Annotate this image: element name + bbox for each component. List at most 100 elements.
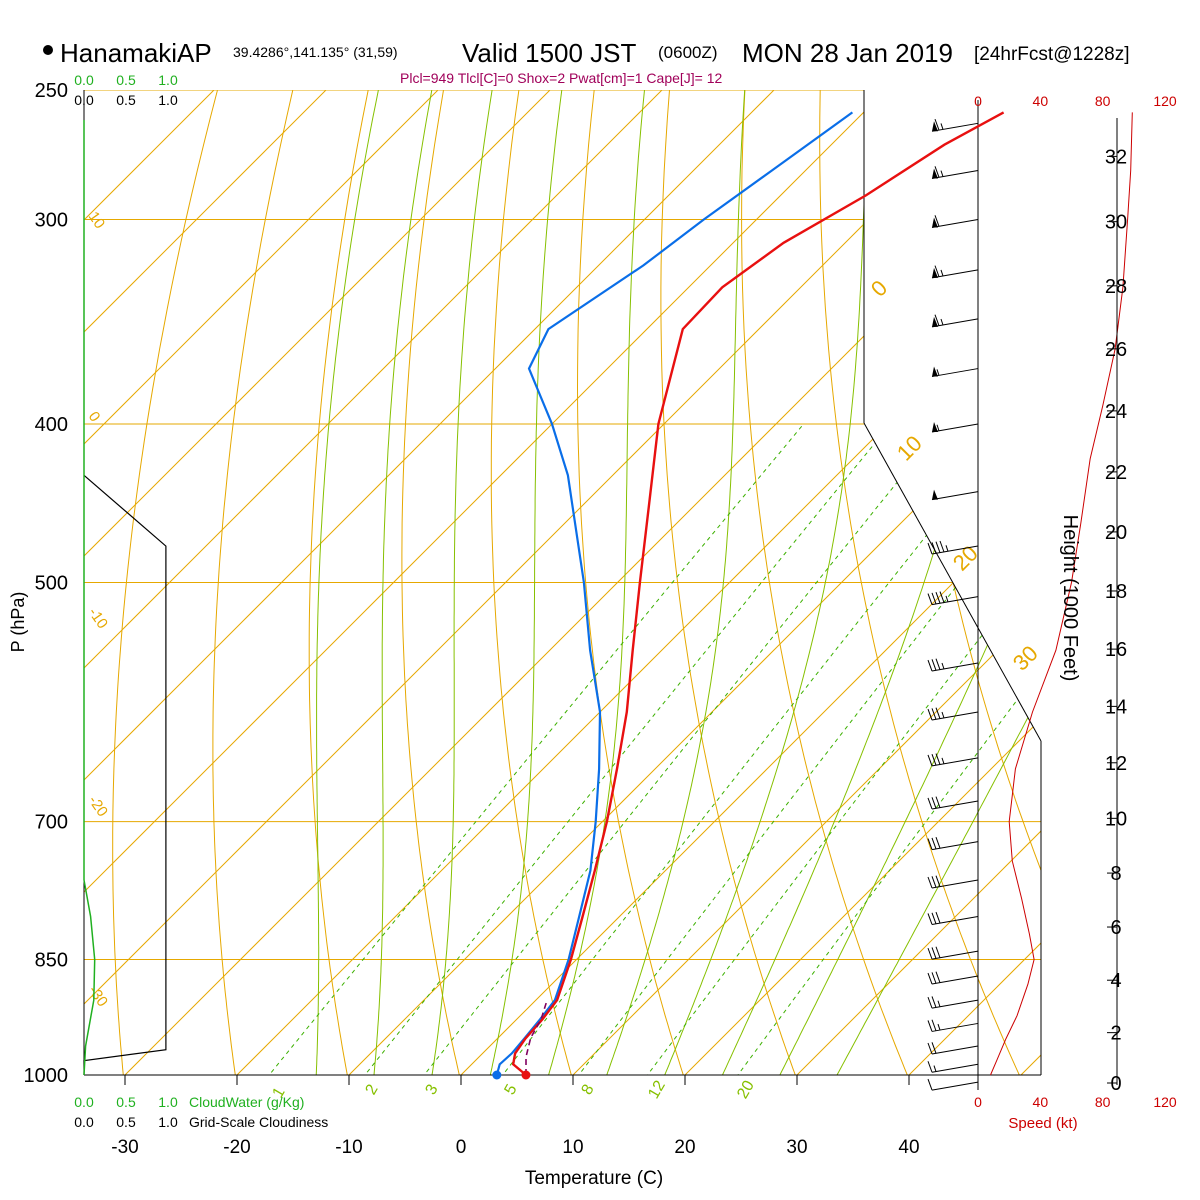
cloud-water-scale-label: 0.0 [74,72,94,88]
wind-barb-pennant [932,267,938,278]
moist-adiabat-line [313,90,379,1075]
wind-barb-feather [934,265,940,277]
temperature-tick-label: -20 [223,1137,250,1158]
height-tick-label: 0 [1110,1073,1121,1095]
y-axis-title: P (hPa) [8,592,28,653]
moist-adiabat-line [537,90,645,1075]
cloudiness-scale-label: 0.5 [116,1114,136,1130]
dry-adiabat-line [576,90,696,1075]
wind-barb-half-feather [937,1000,941,1007]
cloud-water-profile-line [83,879,96,1076]
moist-adiabat-line [425,90,493,1075]
dry-adiabat-line [212,90,301,1075]
cloud-water-scale-label: 0.5 [116,72,136,88]
forecast-label: [24hrFcst@1228z] [974,44,1130,65]
dewpoint-profile-line [495,111,854,1076]
surface-temperature-point [521,1070,531,1080]
pressure-tick-label: 250 [35,80,68,102]
speed-tick-label-top: 0 [974,93,982,109]
wind-barb-half-feather [940,269,944,277]
wind-barb-feather [927,708,933,721]
height-tick-label: 12 [1105,753,1127,775]
sounding-profiles [492,111,1005,1080]
mixing-ratio-label: 20 [734,1078,758,1102]
wind-barb-staff [931,368,979,378]
wind-barb-half-feather [941,662,945,670]
wind-barb [931,166,979,180]
wind-barb-feather [927,996,933,1009]
temperature-profile-line [511,111,1005,1076]
height-tick-label: 2 [1110,1023,1121,1045]
cloudiness-scale-label: 0.0 [74,1114,94,1130]
cloudiness-scale-label: 1.0 [158,1114,178,1130]
wind-barb-half-feather [941,711,945,719]
dry-adiabat-line [969,90,1041,1075]
moist-adiabat-line [761,90,1041,1075]
axes-text: Temperature (C) P (hPa) Height (1000 Fee… [8,515,1081,1189]
wind-barb-feather [935,707,941,719]
cloud-water-label: CloudWater (g/Kg) [189,1094,304,1110]
isotherm-label: 0 [85,409,104,426]
wind-barb-feather [927,542,933,555]
wind-barb-staff [931,1081,979,1091]
speed-axis-title: Speed (kt) [1008,1115,1077,1132]
wind-barb [927,707,979,721]
mixing-ratio-line [396,423,945,1075]
wind-barb-feather [927,972,933,985]
wind-barb [931,314,979,328]
moist-adiabat-line [649,90,869,1075]
wind-barb-staff [931,423,979,433]
wind-barb [927,591,979,606]
header: HanamakiAP 39.4286°,141.135° (31,59) Val… [43,38,1130,86]
moist-adiabat-line [705,90,1018,1075]
wind-barb-feather [934,166,940,178]
wind-barb [927,971,979,985]
wind-barb [927,837,979,851]
wind-barb-feather [931,972,937,984]
cloud-water-scale-label: 1.0 [158,72,178,88]
height-tick-label: 28 [1105,276,1127,298]
wind-barb-feather [934,118,940,131]
wind-barb-half-feather [940,318,944,326]
indices-line: Plcl=949 Tlcl[C]=0 Shox=2 Pwat[cm]=1 Cap… [400,70,723,86]
isotherm-label: -30 [85,983,111,1011]
isotherm-line [236,90,1041,1075]
height-tick-label: 24 [1105,401,1127,423]
wind-barb-feather [927,1061,933,1073]
mixing-ratio-label: 5 [502,1082,521,1098]
temperature-tick-label: -10 [335,1137,362,1158]
wind-barb-feather [927,838,933,850]
wind-barb-half-feather [940,170,944,177]
wind-barb-staff [931,269,979,279]
isotherm-line [348,90,1041,1075]
wind-barb-pennant [932,316,938,327]
mixing-ratio-line [711,423,1041,1075]
wind-barb-feather [935,971,941,983]
pressure-tick-label: 500 [35,573,68,595]
wind-barb-staff [931,491,979,501]
wind-barb [927,796,979,810]
wind-barb [927,658,979,672]
wind-barb-feather [935,837,941,849]
speed-tick-label-top: 40 [1033,93,1049,109]
parcel-profile-line [525,999,548,1075]
isotherm-line [84,90,663,1075]
speed-tick-label-bottom: 40 [1033,1094,1049,1110]
wind-barb [927,1078,979,1091]
wind-barb [927,1061,979,1073]
speed-tick-label-top: 120 [1153,93,1177,109]
valid-date: MON 28 Jan 2019 [742,38,953,68]
isotherm-line [1133,90,1200,1075]
dry-adiabat-line [308,90,375,1075]
mixing-ratio-line [336,423,891,1075]
isotherm-line [84,90,999,1075]
wind-barb-staff [931,170,979,180]
wind-barb-half-feather [940,123,944,130]
wind-barb-feather [931,947,937,959]
temperature-tick-label: 30 [786,1137,807,1158]
wind-barb-feather [931,542,937,554]
wind-barb-feather [935,796,941,808]
wind-barb-feather [934,215,940,227]
